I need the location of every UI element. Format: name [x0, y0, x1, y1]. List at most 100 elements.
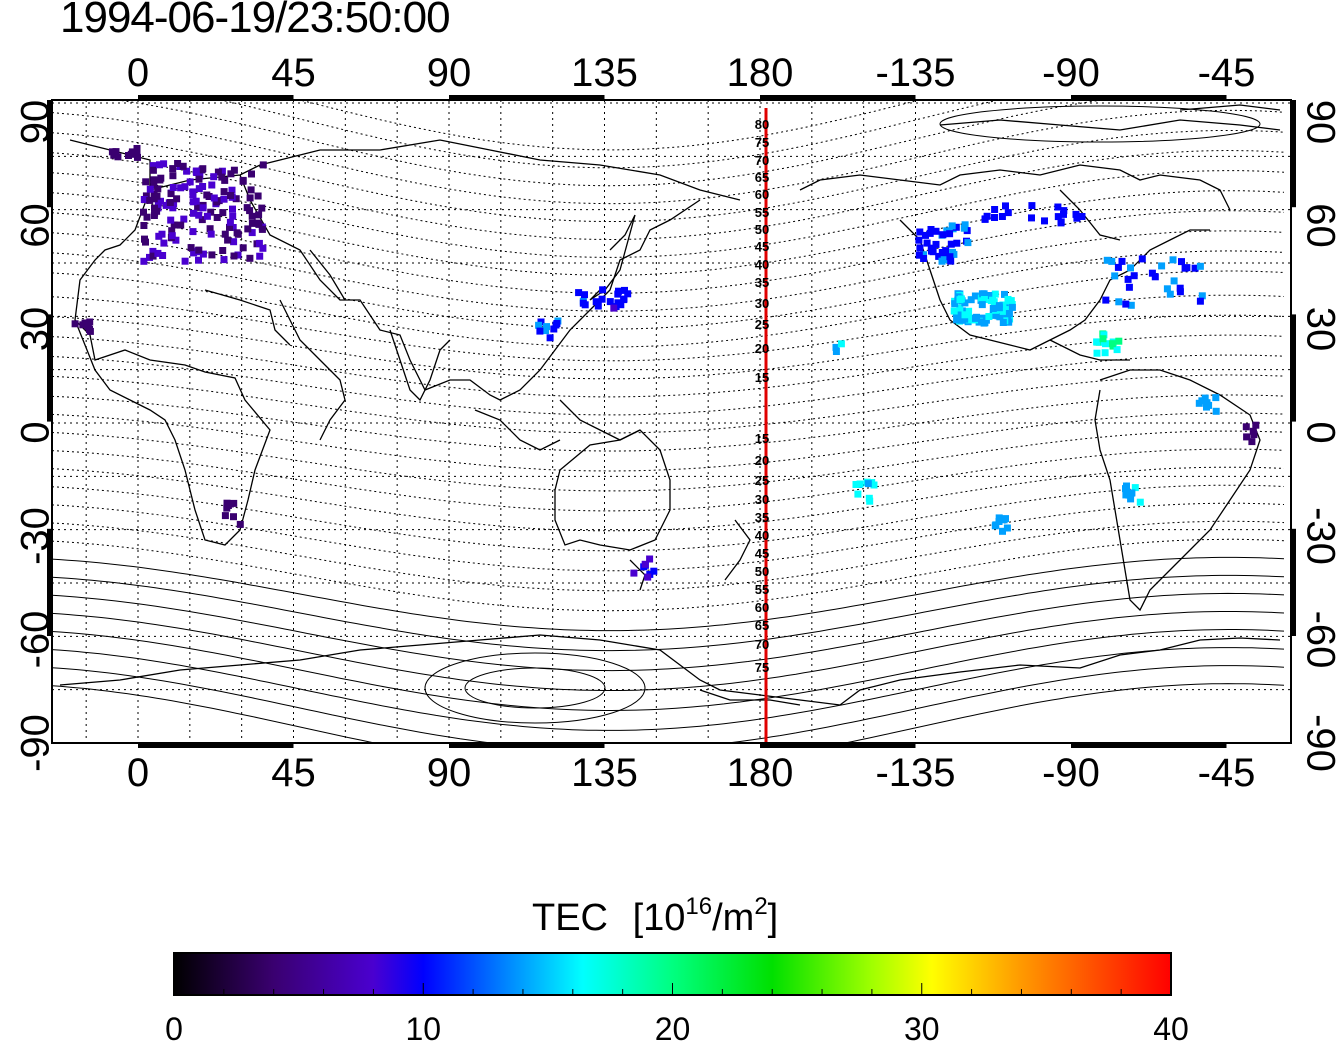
tec-point — [1004, 306, 1012, 314]
tec-point — [206, 225, 214, 233]
tec-point — [598, 295, 606, 303]
tec-point — [1127, 301, 1135, 309]
meridian-label: 75 — [755, 135, 769, 150]
lat-tick-right: 0 — [1298, 421, 1342, 443]
tec-point — [985, 313, 993, 320]
tec-point — [1004, 209, 1012, 217]
tec-point — [1118, 257, 1126, 265]
tec-point — [1004, 295, 1012, 303]
tec-point — [221, 230, 229, 238]
lon-tick-bottom: 45 — [271, 751, 316, 795]
tec-point — [922, 231, 929, 239]
tec-point — [1060, 210, 1067, 218]
tec-point — [224, 236, 232, 244]
lat-tick-right: 30 — [1298, 307, 1342, 352]
tec-point — [169, 204, 177, 212]
tec-point — [168, 232, 176, 240]
colorbar-tick-label: 20 — [655, 1011, 691, 1047]
tec-point — [189, 209, 197, 217]
tec-point — [854, 490, 862, 498]
lon-tick-bottom: 180 — [727, 751, 794, 795]
tec-point — [179, 162, 187, 170]
contour-line — [52, 430, 1285, 492]
axis-labels: 0 45 90 135 180 -135 -90 -450 45 90 135 180 -135 -90-… — [14, 51, 1343, 795]
tec-point — [248, 229, 256, 237]
tec-point — [229, 224, 237, 231]
tec-point — [985, 292, 993, 299]
tec-point — [1101, 349, 1109, 357]
contour-line — [52, 374, 1285, 434]
lon-tick-top: 135 — [571, 51, 638, 95]
tec-point — [1073, 214, 1081, 222]
tec-point — [181, 183, 189, 191]
tec-point — [1195, 399, 1203, 407]
tec-point — [146, 253, 153, 261]
tec-point — [1250, 431, 1258, 439]
tec-point — [996, 313, 1004, 321]
tec-point — [166, 199, 174, 206]
tec-point — [832, 348, 840, 355]
tec-point — [946, 230, 954, 238]
tec-point — [1191, 264, 1199, 272]
tec-point — [1102, 296, 1110, 304]
meridian-label: 45 — [755, 546, 769, 561]
tec-point — [989, 296, 996, 304]
tec-point — [951, 300, 959, 308]
tec-point — [157, 174, 165, 182]
tec-point — [920, 255, 928, 262]
meridian-label: 40 — [755, 257, 769, 272]
meridian-label: 20 — [755, 341, 769, 356]
tec-point — [1108, 257, 1116, 265]
lat-tick-left: 60 — [14, 203, 58, 248]
tec-point — [149, 166, 157, 174]
tec-point — [927, 247, 935, 255]
tec-point — [978, 301, 986, 309]
tec-point — [978, 290, 986, 298]
tec-point — [86, 318, 94, 326]
tec-point — [617, 301, 625, 309]
tec-point — [592, 298, 600, 306]
tec-point — [1108, 340, 1116, 348]
tec-point — [233, 229, 241, 237]
tec-point — [183, 167, 191, 175]
tec-point — [187, 244, 195, 252]
tec-point — [999, 319, 1007, 326]
lon-tick-top: 180 — [727, 51, 794, 95]
tec-point — [599, 286, 607, 294]
lat-tick-right: -60 — [1298, 611, 1342, 669]
tec-point — [915, 236, 923, 244]
tec-point — [84, 323, 92, 331]
tec-point — [180, 215, 188, 223]
tec-point — [150, 176, 158, 184]
tec-point — [149, 247, 157, 255]
meridian-label: 80 — [755, 117, 769, 132]
tec-point — [535, 321, 543, 329]
contour-oval — [939, 105, 1261, 143]
tec-point — [199, 250, 207, 258]
tec-point — [160, 239, 168, 247]
contour-line — [297, 100, 922, 151]
contour-line — [52, 611, 1285, 691]
tec-point — [195, 246, 203, 254]
contour-line — [52, 466, 1285, 532]
tec-point — [230, 252, 238, 260]
tec-point — [192, 167, 200, 175]
tec-point — [947, 257, 955, 265]
meridian-label: 30 — [755, 492, 769, 507]
tec-point — [112, 148, 120, 156]
tec-point — [1102, 340, 1109, 348]
tec-point — [1198, 292, 1206, 300]
tec-point — [190, 249, 198, 257]
tec-point — [140, 196, 148, 203]
tec-point — [999, 307, 1007, 315]
tec-point — [142, 238, 149, 246]
lat-tick-left: -60 — [14, 611, 58, 669]
contour-line — [52, 665, 1285, 743]
contour-line — [52, 170, 1285, 258]
tec-point — [71, 320, 79, 328]
lat-tick-left: -90 — [14, 714, 58, 772]
contour-line — [52, 354, 1285, 416]
tec-point — [177, 221, 185, 229]
tec-point — [630, 569, 638, 577]
